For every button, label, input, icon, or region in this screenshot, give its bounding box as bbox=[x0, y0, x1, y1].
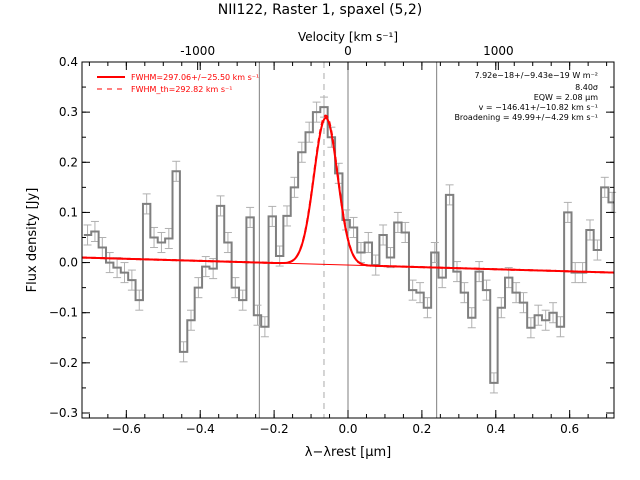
x-tick-label: 0.2 bbox=[412, 422, 431, 436]
x-tick-label: −0.6 bbox=[112, 422, 141, 436]
y-tick-label: −0.1 bbox=[49, 306, 78, 320]
top-axis-label: Velocity [km s⁻¹] bbox=[298, 30, 398, 44]
y-tick-label: 0.0 bbox=[59, 256, 78, 270]
axes-layer: −0.6 −0.4 −0.2 0.0 0.2 0.4 0.6 -1000 0 1000 −0.3 −0… bbox=[49, 44, 615, 436]
y-tick-label: 0.3 bbox=[59, 105, 78, 119]
fit-curve bbox=[81, 116, 615, 274]
y-tick-label: 0.2 bbox=[59, 155, 78, 169]
legend: FWHM=297.06+/−25.50 km s⁻¹ FWHM_th=292.8… bbox=[97, 73, 259, 94]
y-axis-label: Flux density [Jy] bbox=[25, 188, 40, 293]
x-tick-label: 0.0 bbox=[338, 422, 357, 436]
top-tick-label: 1000 bbox=[483, 44, 514, 58]
annotation-velocity: v = −146.41+/−10.82 km s⁻¹ bbox=[479, 103, 598, 112]
fit-annotations: 7.92e−18+/−9.43e−19 W m⁻² 8.40σ EQW = 2.… bbox=[454, 71, 598, 122]
data-layer bbox=[81, 96, 617, 394]
annotation-broadening: Broadening = 49.99+/−4.29 km s⁻¹ bbox=[454, 113, 598, 122]
legend-fwhm-label: FWHM=297.06+/−25.50 km s⁻¹ bbox=[131, 73, 259, 82]
x-tick-label: 0.4 bbox=[486, 422, 505, 436]
y-tick-label: 0.4 bbox=[59, 55, 78, 69]
top-tick-label: -1000 bbox=[180, 44, 215, 58]
y-tick-label: 0.1 bbox=[59, 205, 78, 219]
x-axis-label: λ−λrest [μm] bbox=[305, 445, 391, 460]
annotation-eqw: EQW = 2.08 μm bbox=[534, 93, 598, 102]
x-tick-label: 0.6 bbox=[560, 422, 579, 436]
chart-title: NII122, Raster 1, spaxel (5,2) bbox=[218, 2, 423, 18]
spectrum-histogram bbox=[83, 106, 614, 384]
annotation-significance: 8.40σ bbox=[575, 83, 598, 92]
top-tick-label: 0 bbox=[344, 44, 352, 58]
legend-fwhm-th-label: FWHM_th=292.82 km s⁻¹ bbox=[131, 85, 232, 94]
annotation-line-flux: 7.92e−18+/−9.43e−19 W m⁻² bbox=[474, 71, 598, 80]
y-tick-label: −0.3 bbox=[49, 406, 78, 420]
x-tick-label: −0.4 bbox=[186, 422, 215, 436]
y-tick-label: −0.2 bbox=[49, 356, 78, 370]
x-tick-label: −0.2 bbox=[260, 422, 289, 436]
